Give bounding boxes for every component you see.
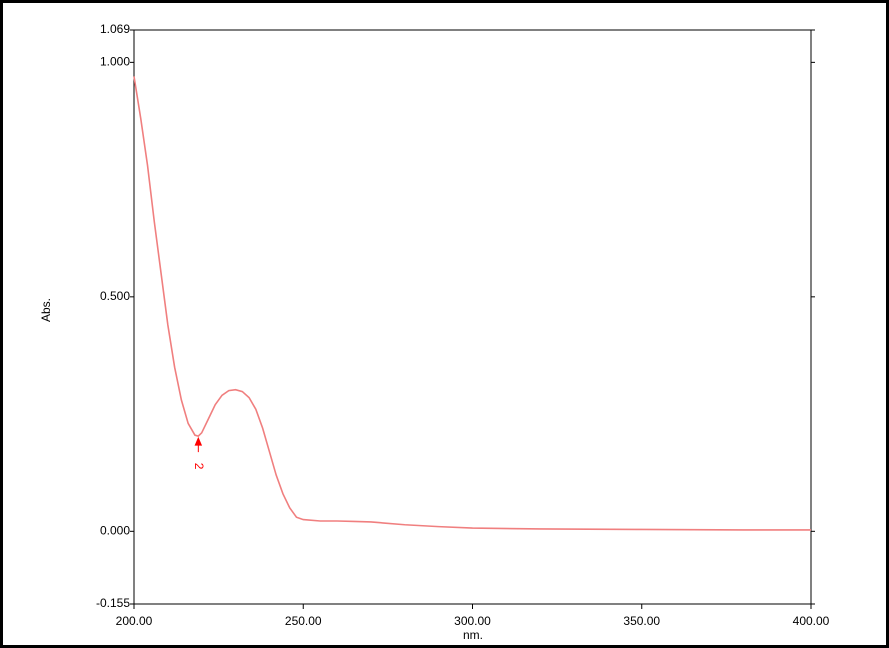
x-tick-label: 200.00: [116, 614, 153, 628]
y-tick-label: -0.155: [96, 596, 130, 610]
y-tick-label: 1.000: [100, 55, 130, 69]
peak-label: 2: [192, 463, 206, 470]
x-tick-label: 250.00: [285, 614, 322, 628]
x-tick-label: 400.00: [793, 614, 830, 628]
spectrum-line: [133, 76, 811, 531]
y-tick-label: 1.069: [100, 22, 130, 36]
x-axis-label: nm.: [463, 628, 483, 642]
peak-arrow: [194, 436, 203, 453]
y-axis-label: Abs.: [39, 298, 53, 322]
y-tick-label: 0.000: [100, 523, 130, 537]
plot-area: [133, 29, 812, 605]
x-tick-label: 350.00: [623, 614, 660, 628]
y-tick-label: 0.500: [100, 289, 130, 303]
x-tick-label: 300.00: [454, 614, 491, 628]
